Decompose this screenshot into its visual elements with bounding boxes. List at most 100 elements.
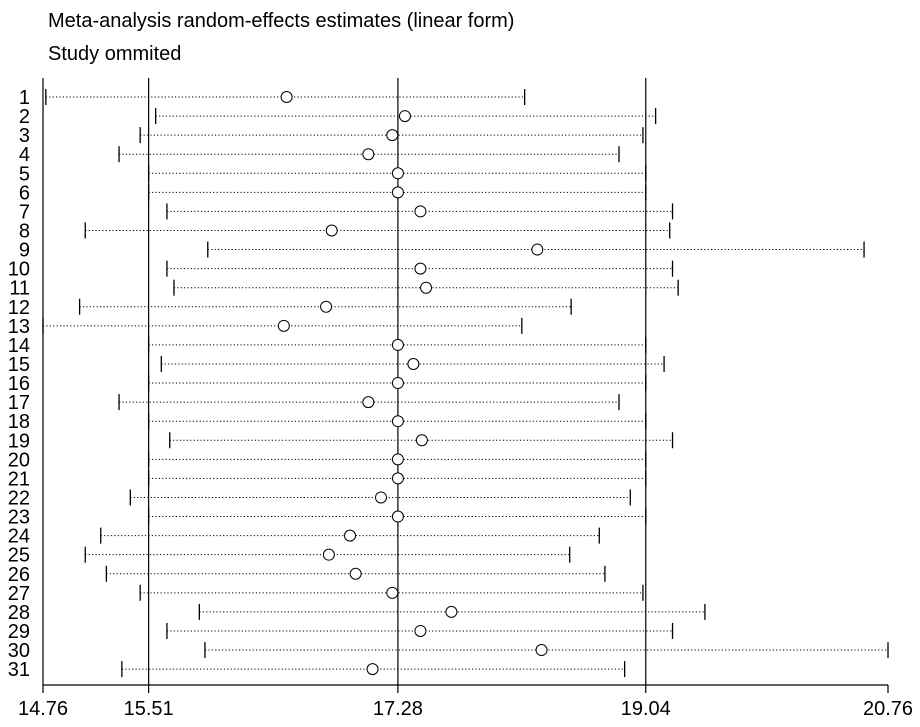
study-label: 20 (8, 449, 30, 471)
estimate-point (445, 605, 458, 618)
study-row: 13 (8, 316, 523, 338)
study-label: 17 (8, 392, 30, 414)
study-row: 14 (8, 335, 647, 357)
study-label: 25 (8, 545, 30, 567)
study-label: 2 (19, 106, 30, 128)
study-row: 2 (19, 106, 657, 128)
study-row: 10 (8, 259, 674, 281)
estimate-point (420, 281, 433, 294)
study-label: 3 (19, 125, 30, 147)
x-tick-label: 17.28 (373, 698, 423, 720)
study-row: 17 (8, 392, 620, 414)
study-rows: 1234567891011121314151617181920212223242… (8, 87, 889, 681)
estimate-point (414, 205, 427, 218)
study-row: 15 (8, 354, 665, 376)
estimate-point (414, 262, 427, 275)
estimate-point (391, 510, 404, 523)
estimate-point (362, 396, 375, 409)
study-row: 20 (8, 449, 647, 471)
estimate-point (386, 586, 399, 599)
study-row: 21 (8, 468, 647, 490)
study-label: 12 (8, 297, 30, 319)
estimate-point (325, 224, 338, 237)
study-label: 7 (19, 201, 30, 223)
study-row: 7 (19, 201, 674, 223)
study-row: 26 (8, 564, 606, 586)
reference-lines (42, 78, 647, 685)
x-tick-label: 19.04 (621, 698, 671, 720)
study-row: 25 (8, 545, 571, 567)
estimate-point (391, 167, 404, 180)
study-row: 11 (9, 278, 679, 300)
study-label: 10 (8, 259, 30, 281)
study-label: 6 (19, 182, 30, 204)
study-label: 14 (8, 335, 30, 357)
study-label: 18 (8, 411, 30, 433)
estimate-point (344, 529, 357, 542)
study-label: 13 (8, 316, 30, 338)
x-tick-label: 14.76 (18, 698, 68, 720)
x-tick-label: 20.76 (863, 698, 913, 720)
study-label: 19 (8, 430, 30, 452)
x-tick-label: 15.51 (124, 698, 174, 720)
chart-title: Meta-analysis random-effects estimates (… (48, 10, 514, 32)
chart-subtitle: Study ommited (48, 43, 181, 65)
study-row: 3 (19, 125, 644, 147)
study-label: 16 (8, 373, 30, 395)
study-row: 16 (8, 373, 647, 395)
study-label: 27 (8, 583, 30, 605)
study-label: 21 (8, 468, 30, 490)
study-row: 31 (8, 659, 626, 681)
study-row: 18 (8, 411, 647, 433)
study-label: 24 (8, 526, 30, 548)
study-label: 30 (8, 640, 30, 662)
study-row: 19 (8, 430, 674, 452)
study-label: 1 (19, 87, 30, 109)
estimate-point (398, 110, 411, 123)
study-row: 8 (19, 220, 671, 242)
study-row: 12 (8, 297, 572, 319)
study-label: 22 (8, 487, 30, 509)
study-row: 22 (8, 487, 631, 509)
estimate-point (391, 453, 404, 466)
study-row: 29 (8, 621, 674, 643)
estimate-point (407, 357, 420, 370)
estimate-point (386, 129, 399, 142)
study-row: 6 (19, 182, 647, 204)
estimate-point (415, 434, 428, 447)
estimate-point (391, 415, 404, 428)
study-row: 30 (8, 640, 889, 662)
estimate-point (277, 319, 290, 332)
estimate-point (322, 548, 335, 561)
study-row: 4 (19, 144, 620, 166)
study-row: 9 (19, 240, 865, 262)
estimate-point (391, 472, 404, 485)
estimate-point (391, 186, 404, 199)
study-label: 29 (8, 621, 30, 643)
study-label: 4 (19, 144, 30, 166)
estimate-point (349, 567, 362, 580)
study-label: 26 (8, 564, 30, 586)
study-label: 8 (19, 220, 30, 242)
estimate-point (414, 624, 427, 637)
study-label: 5 (19, 163, 30, 185)
estimate-point (391, 338, 404, 351)
estimate-point (366, 663, 379, 676)
study-label: 9 (19, 240, 30, 262)
estimate-point (362, 148, 375, 161)
estimate-point (531, 243, 544, 256)
study-row: 24 (8, 526, 600, 548)
estimate-point (280, 91, 293, 103)
study-label: 28 (8, 602, 30, 624)
study-row: 28 (8, 602, 706, 624)
study-label: 11 (9, 278, 30, 300)
study-label: 31 (8, 659, 30, 681)
study-row: 5 (19, 163, 647, 185)
study-label: 23 (8, 507, 30, 529)
estimate-point (535, 644, 548, 657)
study-label: 15 (8, 354, 30, 376)
estimate-point (320, 300, 333, 313)
estimate-point (375, 491, 387, 504)
study-row: 27 (8, 583, 644, 605)
